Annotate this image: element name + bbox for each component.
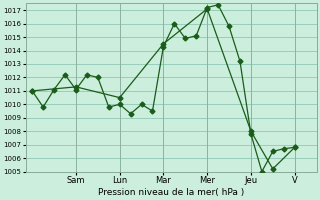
X-axis label: Pression niveau de la mer( hPa ): Pression niveau de la mer( hPa ) [98,188,244,197]
